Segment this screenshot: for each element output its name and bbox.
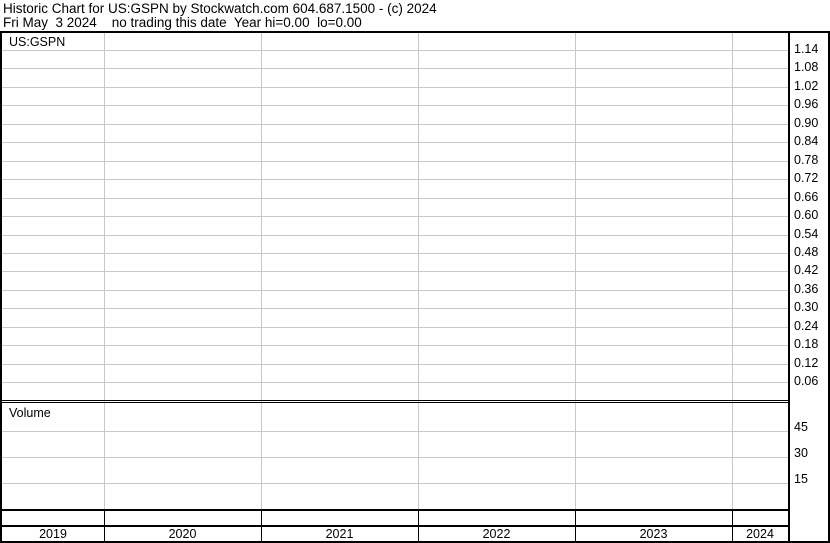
price-gridline bbox=[1, 382, 789, 383]
volume-tick-label: 15 bbox=[794, 472, 808, 486]
price-gridline bbox=[1, 124, 789, 125]
price-tick-label: 0.72 bbox=[794, 171, 819, 185]
year-tick-label: 2019 bbox=[39, 527, 67, 541]
price-tick-label: 0.06 bbox=[794, 374, 819, 388]
price-tick-label: 1.08 bbox=[794, 60, 819, 74]
price-gridline bbox=[1, 105, 789, 106]
chart-header-title: Historic Chart for US:GSPN by Stockwatch… bbox=[3, 1, 437, 16]
year-gridline bbox=[732, 33, 733, 510]
price-tick-label: 0.24 bbox=[794, 319, 819, 333]
year-tick-label: 2024 bbox=[746, 527, 774, 541]
price-gridline bbox=[1, 235, 789, 236]
price-gridline bbox=[1, 327, 789, 328]
symbol-label: US:GSPN bbox=[9, 35, 66, 49]
price-tick-label: 0.42 bbox=[794, 263, 819, 277]
axis-divider bbox=[788, 31, 790, 543]
volume-label: Volume bbox=[9, 406, 51, 420]
volume-tick-label: 45 bbox=[794, 420, 808, 434]
left-border bbox=[0, 31, 2, 543]
price-tick-label: 0.66 bbox=[794, 190, 819, 204]
price-gridline bbox=[1, 308, 789, 309]
volume-gridline bbox=[1, 457, 789, 458]
year-gridline bbox=[418, 33, 419, 510]
price-gridline bbox=[1, 290, 789, 291]
price-gridline bbox=[1, 364, 789, 365]
price-gridline bbox=[1, 87, 789, 88]
price-gridline bbox=[1, 50, 789, 51]
price-tick-label: 0.54 bbox=[794, 227, 819, 241]
price-gridline bbox=[1, 253, 789, 254]
price-gridline bbox=[1, 345, 789, 346]
year-gridline bbox=[104, 33, 105, 510]
price-tick-label: 1.02 bbox=[794, 79, 819, 93]
year-gridline bbox=[261, 33, 262, 510]
volume-tick-label: 30 bbox=[794, 446, 808, 460]
year-gridline bbox=[575, 33, 576, 510]
price-tick-label: 0.90 bbox=[794, 116, 819, 130]
right-border bbox=[828, 31, 830, 543]
year-tick-label: 2020 bbox=[168, 527, 197, 541]
year-band-line bbox=[0, 525, 790, 527]
year-tick-label: 2023 bbox=[639, 527, 668, 541]
price-tick-label: 0.48 bbox=[794, 245, 819, 259]
price-tick-label: 0.30 bbox=[794, 300, 819, 314]
price-tick-label: 0.84 bbox=[794, 134, 819, 148]
price-tick-label: 1.14 bbox=[794, 42, 819, 56]
price-gridline bbox=[1, 142, 789, 143]
price-gridline bbox=[1, 179, 789, 180]
price-tick-label: 0.78 bbox=[794, 153, 819, 167]
price-tick-label: 0.36 bbox=[794, 282, 819, 296]
price-tick-label: 0.18 bbox=[794, 337, 819, 351]
chart-header-status: Fri May 3 2024 no trading this date Year… bbox=[3, 15, 362, 30]
year-tick-label: 2021 bbox=[325, 527, 354, 541]
price-gridline bbox=[1, 68, 789, 69]
panel-divider-bottom bbox=[0, 402, 790, 403]
price-gridline bbox=[1, 216, 789, 217]
volume-bottom-line bbox=[0, 509, 790, 511]
volume-gridline bbox=[1, 431, 789, 432]
price-tick-label: 0.12 bbox=[794, 356, 819, 370]
panel-divider-top bbox=[0, 400, 790, 401]
price-tick-label: 0.60 bbox=[794, 208, 819, 222]
price-gridline bbox=[1, 271, 789, 272]
price-gridline bbox=[1, 161, 789, 162]
header-divider bbox=[0, 31, 830, 33]
price-tick-label: 0.96 bbox=[794, 97, 819, 111]
volume-gridline bbox=[1, 483, 789, 484]
year-tick-label: 2022 bbox=[482, 527, 511, 541]
bottom-border bbox=[0, 541, 830, 543]
price-gridline bbox=[1, 198, 789, 199]
